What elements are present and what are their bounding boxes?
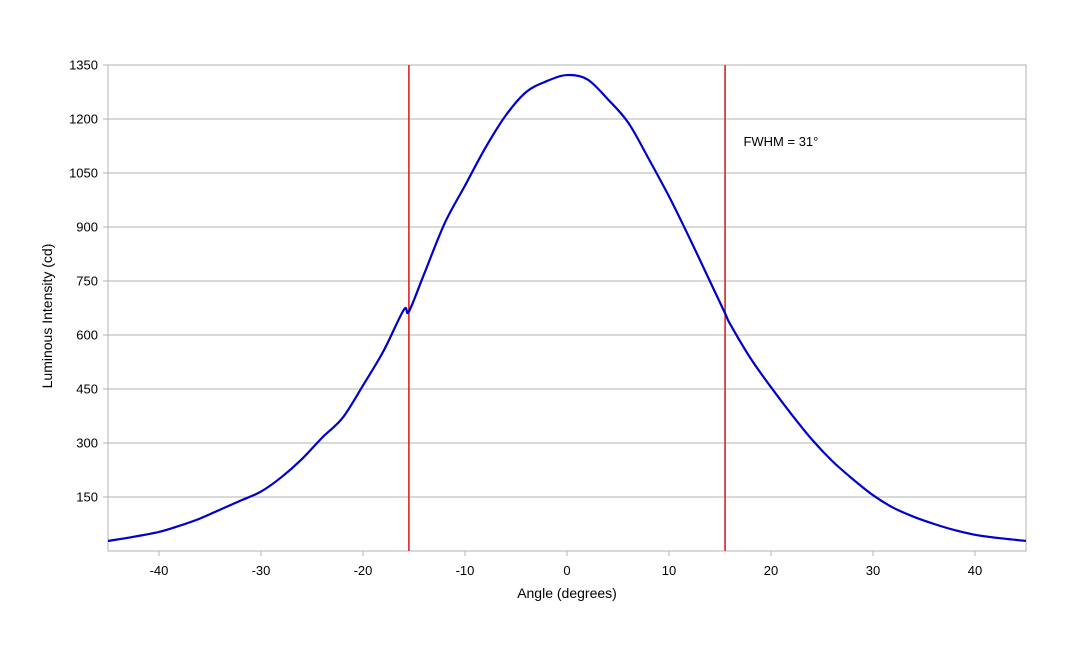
y-tick-label: 150 [76,490,98,505]
x-axis-title: Angle (degrees) [517,585,617,601]
y-tick-label: 300 [76,436,98,451]
y-tick-label: 750 [76,274,98,289]
grid-lines [108,64,1026,498]
fwhm-lines [408,65,726,551]
x-tick-label: 30 [866,563,880,578]
y-tick-label: 450 [76,382,98,397]
y-tick-label: 1350 [69,58,98,73]
x-tick-label: 0 [563,563,570,578]
x-tick-label: -30 [252,563,271,578]
plot-frame [107,64,1027,552]
y-axis-title: Luminous Intensity (cd) [39,244,55,389]
x-tick-label: -20 [354,563,373,578]
y-tick-label: 1050 [69,166,98,181]
x-axis-ticks: -40 -30 -20 -10 0 10 20 30 40 [150,551,982,578]
y-tick-label: 600 [76,328,98,343]
x-tick-label: -10 [456,563,475,578]
y-tick-label: 900 [76,220,98,235]
y-axis-ticks: 150 300 450 600 750 900 1050 1200 1350 [69,58,108,505]
x-tick-label: 20 [764,563,778,578]
y-tick-label: 1200 [69,112,98,127]
series-line [107,73,1027,543]
x-tick-label: -40 [150,563,169,578]
x-tick-label: 40 [968,563,982,578]
fwhm-annotation: FWHM = 31° [743,134,818,149]
x-tick-label: 10 [662,563,676,578]
